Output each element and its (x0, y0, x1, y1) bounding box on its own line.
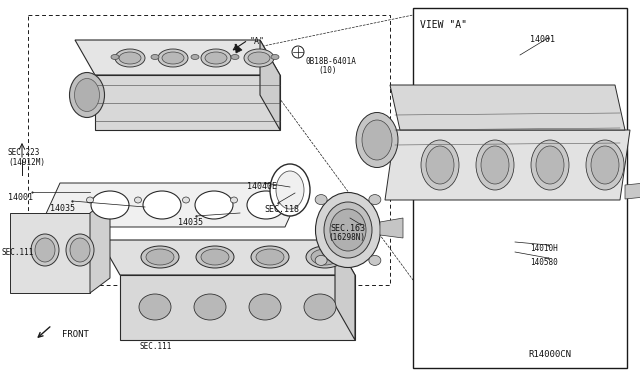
Text: 14001: 14001 (8, 193, 33, 202)
Polygon shape (120, 275, 355, 340)
Text: 14035: 14035 (178, 218, 203, 227)
Ellipse shape (315, 195, 327, 205)
Ellipse shape (201, 49, 231, 67)
Ellipse shape (115, 49, 145, 67)
Text: SEC.111: SEC.111 (2, 248, 35, 257)
Ellipse shape (536, 146, 564, 184)
Text: SEC.111: SEC.111 (140, 342, 172, 351)
Ellipse shape (369, 256, 381, 265)
Ellipse shape (311, 249, 339, 265)
Ellipse shape (74, 78, 99, 112)
Ellipse shape (315, 256, 327, 265)
Ellipse shape (531, 140, 569, 190)
Ellipse shape (276, 171, 304, 209)
Text: R14000CN: R14000CN (528, 350, 571, 359)
Ellipse shape (476, 140, 514, 190)
Text: 140580: 140580 (530, 258, 557, 267)
Ellipse shape (151, 55, 159, 60)
Ellipse shape (35, 238, 55, 262)
Text: 14040E: 14040E (247, 182, 277, 191)
Ellipse shape (31, 234, 59, 266)
Polygon shape (390, 85, 625, 130)
Ellipse shape (231, 55, 239, 60)
Ellipse shape (426, 146, 454, 184)
Ellipse shape (324, 202, 372, 258)
Ellipse shape (86, 197, 93, 203)
Ellipse shape (119, 52, 141, 64)
Ellipse shape (270, 164, 310, 216)
Ellipse shape (369, 195, 381, 205)
Text: VIEW "A": VIEW "A" (420, 20, 467, 30)
Ellipse shape (356, 112, 398, 167)
Text: "A": "A" (250, 38, 265, 46)
Polygon shape (75, 40, 280, 75)
Ellipse shape (421, 140, 459, 190)
Polygon shape (625, 183, 640, 199)
Ellipse shape (278, 197, 285, 203)
Ellipse shape (70, 238, 90, 262)
Text: 0B18B-6401A: 0B18B-6401A (305, 57, 356, 66)
Ellipse shape (143, 191, 181, 219)
Ellipse shape (248, 52, 270, 64)
Text: (14912M): (14912M) (8, 158, 45, 167)
Polygon shape (90, 198, 110, 293)
Ellipse shape (271, 55, 279, 60)
Ellipse shape (141, 246, 179, 268)
Polygon shape (385, 130, 630, 200)
Ellipse shape (134, 197, 141, 203)
Ellipse shape (66, 234, 94, 266)
Bar (413, 8, 627, 368)
Ellipse shape (230, 197, 237, 203)
Polygon shape (40, 183, 305, 227)
Polygon shape (335, 240, 355, 340)
Polygon shape (380, 218, 403, 238)
Ellipse shape (195, 191, 233, 219)
Polygon shape (95, 75, 280, 130)
Ellipse shape (139, 294, 171, 320)
Ellipse shape (256, 249, 284, 265)
Text: 14010H: 14010H (530, 244, 557, 253)
Ellipse shape (249, 294, 281, 320)
Text: (10): (10) (318, 66, 337, 75)
Polygon shape (10, 213, 90, 293)
Ellipse shape (481, 146, 509, 184)
Ellipse shape (91, 191, 129, 219)
Ellipse shape (111, 55, 119, 60)
Bar (28, 15, 390, 285)
Ellipse shape (306, 246, 344, 268)
Ellipse shape (158, 49, 188, 67)
Ellipse shape (304, 294, 336, 320)
Ellipse shape (591, 146, 619, 184)
Ellipse shape (194, 294, 226, 320)
Ellipse shape (70, 73, 104, 118)
Text: (16298N): (16298N) (328, 233, 365, 242)
Text: FRONT: FRONT (62, 330, 89, 339)
Ellipse shape (196, 246, 234, 268)
Ellipse shape (205, 52, 227, 64)
Polygon shape (100, 240, 355, 275)
Text: SEC.163: SEC.163 (330, 224, 365, 233)
Ellipse shape (244, 49, 274, 67)
Ellipse shape (292, 46, 304, 58)
Ellipse shape (251, 246, 289, 268)
Ellipse shape (201, 249, 229, 265)
Text: SEC.223: SEC.223 (8, 148, 40, 157)
Ellipse shape (146, 249, 174, 265)
Text: SEC.118: SEC.118 (264, 205, 299, 214)
Ellipse shape (191, 55, 199, 60)
Text: 14001: 14001 (530, 35, 555, 44)
Ellipse shape (586, 140, 624, 190)
Polygon shape (260, 40, 280, 130)
Ellipse shape (362, 120, 392, 160)
Ellipse shape (162, 52, 184, 64)
Ellipse shape (330, 209, 366, 251)
Ellipse shape (316, 192, 381, 267)
Ellipse shape (182, 197, 189, 203)
Polygon shape (235, 44, 242, 53)
Ellipse shape (247, 191, 285, 219)
Text: 14035: 14035 (50, 204, 75, 213)
